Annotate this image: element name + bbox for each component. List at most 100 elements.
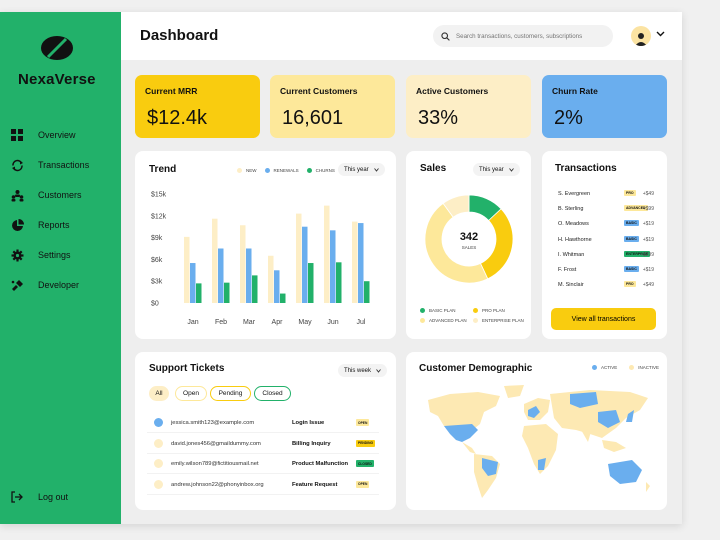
bar-churns-jan — [196, 283, 202, 303]
sidebar-item-label: Reports — [38, 220, 70, 230]
ticket-avatar — [154, 459, 163, 468]
bar-churns-apr — [280, 293, 286, 303]
transaction-name: H. Hawthorne — [558, 236, 592, 243]
stat-label: Current Customers — [280, 86, 358, 96]
x-tick-label: Jun — [327, 319, 338, 326]
bar-churns-jun — [336, 262, 342, 303]
transaction-row[interactable]: I. Whitman ENTERPRISE +$299 — [558, 250, 654, 260]
ticket-status-badge: CLOSED — [356, 460, 374, 467]
legend-label: ADVANCED PLAN — [429, 318, 467, 323]
view-all-transactions-button[interactable]: View all transactions — [551, 308, 656, 330]
transaction-amount: +$49 — [642, 191, 654, 197]
transaction-amount: +$19 — [642, 236, 654, 243]
legend-swatch-inactive — [629, 365, 635, 370]
logout-icon — [10, 490, 24, 504]
bar-new-mar — [240, 225, 246, 303]
bar-churns-jul — [364, 281, 370, 303]
sidebar-item-overview[interactable]: Overview — [10, 126, 76, 144]
gear-icon — [10, 248, 24, 262]
logout-button[interactable]: Log out — [10, 488, 68, 506]
x-tick-label: Feb — [215, 319, 227, 326]
ticket-avatar — [154, 418, 163, 427]
transaction-row[interactable]: S. Evergreen PRO +$49 — [558, 189, 654, 199]
donut-slice-pro-plan — [479, 208, 514, 280]
x-tick-label: Jul — [357, 319, 366, 326]
logout-label: Log out — [38, 492, 69, 502]
ticket-row[interactable]: david.jones456@gmaildummy.com Billing Inq… — [147, 434, 379, 454]
sales-title: Sales — [420, 163, 447, 174]
sidebar-item-customers[interactable]: Customers — [10, 186, 82, 204]
chevron-down-icon — [508, 167, 514, 172]
transaction-amount: +$99 — [642, 206, 654, 213]
x-tick-label: Jan — [187, 319, 198, 326]
ticket-row[interactable]: emily.wilson789@fictitiousmail.net Produc… — [147, 454, 379, 474]
region-new-zealand — [646, 482, 650, 492]
tickets-period-select[interactable]: This week — [338, 364, 388, 377]
transaction-row[interactable]: M. Sinclair PRO +$49 — [558, 280, 654, 290]
region-australia-active — [608, 460, 642, 484]
region-southeast-asia — [602, 440, 626, 452]
plan-badge: ADVANCED — [624, 205, 648, 212]
bar-new-jul — [352, 221, 358, 303]
filter-pending[interactable]: Pending — [210, 386, 251, 401]
donut-slice-advanced-plan — [424, 202, 489, 284]
region-africa — [522, 424, 558, 474]
stat-value: 16,601 — [282, 107, 344, 129]
legend-item-enterprise: ENTERPRISE PLAN — [473, 318, 524, 323]
bar-renewals-jul — [358, 223, 364, 303]
legend-label: NEW — [246, 168, 257, 173]
bar-renewals-may — [302, 226, 308, 303]
sidebar-item-reports[interactable]: Reports — [10, 216, 70, 234]
legend-swatch — [473, 308, 478, 313]
ticket-row[interactable]: andrew.johnson22@phonyinbox.org Feature R… — [147, 475, 379, 495]
search-input[interactable] — [456, 32, 606, 40]
transaction-row[interactable]: H. Hawthorne BASIC +$19 — [558, 235, 654, 245]
sales-period-select[interactable]: This year — [473, 163, 520, 176]
trend-period-select[interactable]: This year — [338, 163, 385, 176]
bar-new-feb — [212, 218, 218, 303]
legend-label: ENTERPRISE PLAN — [482, 318, 524, 323]
transaction-name: B. Sterling — [558, 206, 584, 213]
trend-chart: $0 $3k $6k $9k $12k $15k Jan Feb Mar Apr May Jun Jul — [151, 192, 370, 326]
legend-swatch-active — [592, 365, 597, 370]
world-map — [428, 385, 650, 498]
region-india — [580, 428, 592, 442]
transaction-row[interactable]: B. Sterling ADVANCED +$99 — [558, 204, 654, 214]
transactions-card: Transactions S. Evergreen PRO +$49 B. Sterl… — [542, 151, 667, 339]
y-tick-label: $0 — [151, 301, 159, 308]
transaction-row[interactable]: O. Meadows BASIC +$19 — [558, 219, 654, 229]
sidebar-item-transactions[interactable]: Transactions — [10, 156, 89, 174]
ticket-issue: Billing Inquiry — [292, 440, 331, 447]
ticket-email: david.jones456@gmaildummy.com — [171, 440, 261, 447]
legend-swatch-renewals — [264, 168, 270, 173]
bar-renewals-apr — [274, 270, 280, 303]
filter-open[interactable]: Open — [175, 386, 207, 401]
sidebar-item-developer[interactable]: Developer — [10, 276, 79, 294]
ticket-email: emily.wilson789@fictitiousmail.net — [171, 461, 259, 467]
transaction-name: S. Evergreen — [558, 191, 591, 197]
ticket-row[interactable]: jessica.smith123@example.com Login Issue O… — [147, 413, 379, 433]
sidebar-item-settings[interactable]: Settings — [10, 246, 71, 264]
chevron-down-icon[interactable] — [656, 31, 665, 37]
period-label: This year — [479, 166, 504, 173]
chevron-down-icon — [373, 167, 379, 172]
filter-all[interactable]: All — [149, 386, 169, 401]
filter-closed[interactable]: Closed — [254, 386, 291, 401]
sidebar-item-label: Overview — [38, 130, 76, 140]
y-tick-label: $3k — [151, 279, 163, 286]
brand-name: NexaVerse — [18, 71, 96, 88]
bar-renewals-jan — [190, 263, 196, 303]
donut-center-value: 342 — [460, 231, 478, 243]
avatar[interactable] — [631, 26, 651, 46]
legend-swatch-new — [237, 168, 242, 173]
transaction-row[interactable]: F. Frost BASIC +$19 — [558, 265, 654, 275]
stat-card-active-customers: Active Customers 33% — [406, 75, 531, 138]
legend-label: PRO PLAN — [482, 308, 505, 313]
transaction-name: M. Sinclair — [558, 282, 584, 289]
transactions-icon — [10, 158, 24, 172]
sidebar-item-label: Customers — [38, 190, 82, 200]
legend-label: BASIC PLAN — [429, 308, 456, 313]
search-box[interactable] — [433, 25, 613, 47]
ticket-avatar — [154, 479, 163, 489]
donut-slice-enterprise-plan — [442, 194, 470, 218]
